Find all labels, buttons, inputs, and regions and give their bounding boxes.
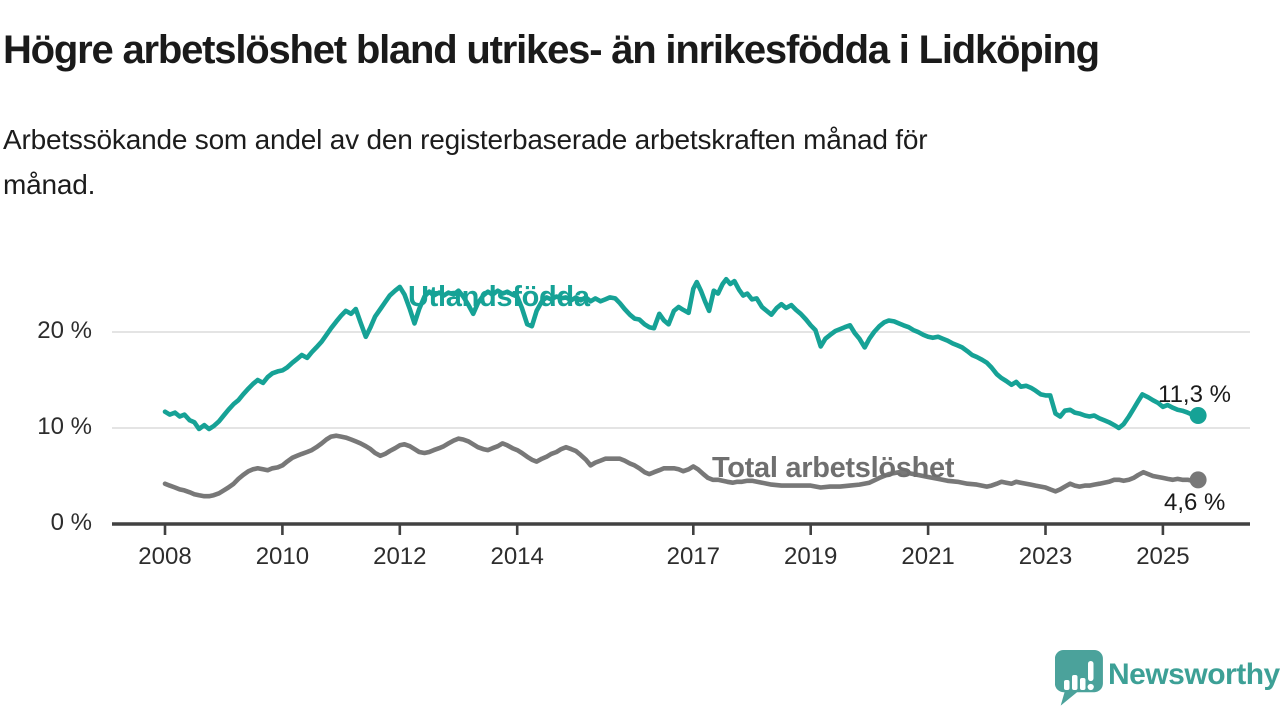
series-label-total-arbetsloshet: Total arbetslöshet — [712, 452, 955, 484]
chart-subtitle-line1: Arbetssökande som andel av den registerb… — [3, 124, 928, 155]
newsworthy-logo-icon — [1055, 649, 1103, 706]
series-label-utlandsfodda: Utlandsfödda — [408, 281, 590, 313]
series-end-dot-total — [1189, 471, 1207, 489]
y-tick-label-10: 10 % — [37, 413, 92, 440]
y-tick-label-20: 20 % — [37, 317, 92, 344]
x-tick-label-2019: 2019 — [783, 543, 838, 570]
y-tick-label-0: 0 % — [50, 509, 92, 536]
page-title: Högre arbetslöshet bland utrikes- än inr… — [3, 28, 1100, 72]
brand-name: Newsworthy — [1108, 658, 1280, 691]
x-tick-label-2017: 2017 — [666, 543, 720, 570]
series-end-dot-utlandsfodda — [1189, 407, 1207, 425]
chart-subtitle-line2: månad. — [3, 169, 96, 200]
end-value-total: 4,6 % — [1164, 489, 1226, 516]
x-tick-label-2025: 2025 — [1136, 543, 1190, 570]
x-tick-label-2021: 2021 — [901, 543, 955, 570]
series-line-total — [162, 433, 1201, 499]
x-tick-label-2023: 2023 — [1018, 543, 1073, 570]
x-tick-label-2010: 2010 — [255, 543, 310, 570]
end-value-utlandsfodda: 11,3 % — [1158, 381, 1231, 408]
x-tick-label-2008: 2008 — [138, 543, 192, 570]
x-tick-label-2012: 2012 — [373, 543, 427, 570]
series-line-utlandsfodda — [162, 276, 1201, 432]
x-tick-label-2014: 2014 — [490, 543, 544, 570]
